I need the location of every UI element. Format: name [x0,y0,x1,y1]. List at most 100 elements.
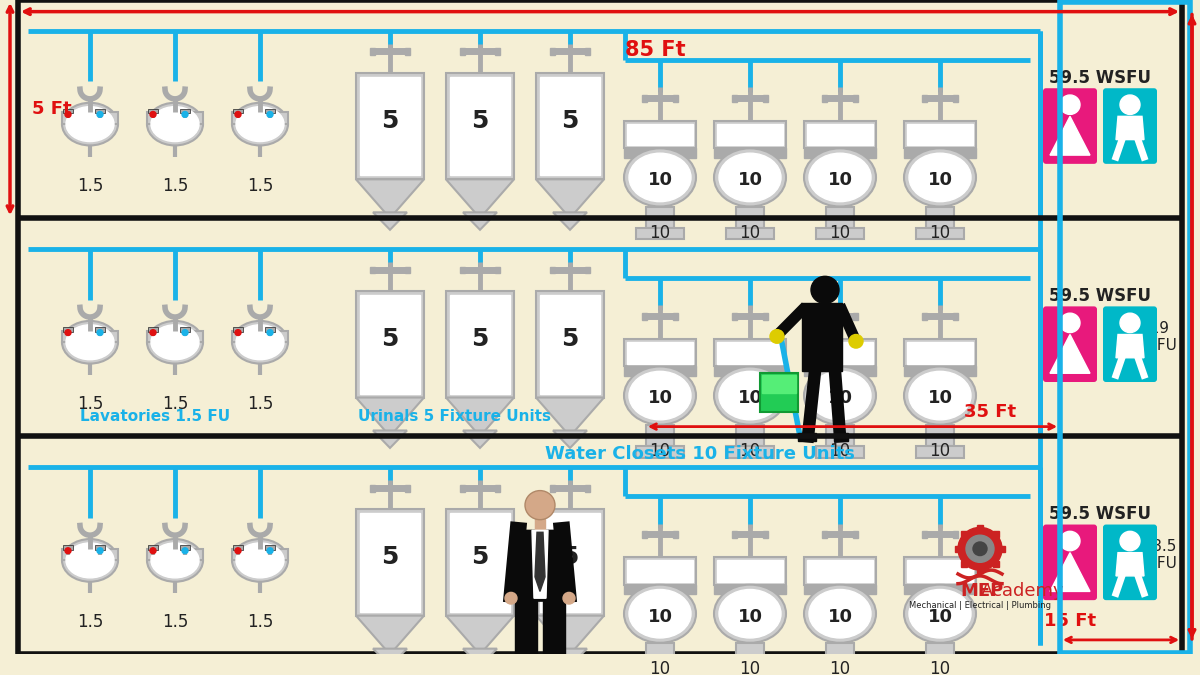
Ellipse shape [910,371,971,420]
Bar [536,291,604,398]
Bar [926,425,954,446]
Bar [853,313,858,320]
Circle shape [811,276,839,304]
Bar [586,267,590,273]
Bar [826,643,854,664]
Bar [628,124,694,145]
Bar [922,531,928,538]
Ellipse shape [232,321,288,364]
Bar [642,95,647,102]
Text: 10: 10 [738,389,762,408]
Polygon shape [1050,553,1090,591]
Bar [907,560,973,582]
Circle shape [266,548,274,554]
FancyBboxPatch shape [1043,524,1097,600]
Bar [916,664,964,675]
Bar [232,331,288,342]
Bar [628,560,694,582]
Bar [718,124,784,145]
Bar [953,95,958,102]
Bar [726,664,774,675]
Bar [624,122,696,148]
Circle shape [235,329,241,335]
Text: 10: 10 [648,171,672,189]
Bar [718,560,784,582]
Bar [64,545,73,549]
Text: 10: 10 [649,223,671,242]
Bar [586,485,590,491]
Bar [636,228,684,240]
Bar [460,267,466,273]
Text: 10: 10 [648,608,672,626]
Bar [646,643,674,664]
Bar [904,340,976,367]
Text: 10: 10 [928,608,953,626]
Ellipse shape [904,367,976,425]
Bar [406,49,410,55]
Ellipse shape [719,371,781,420]
Ellipse shape [910,153,971,202]
Ellipse shape [624,585,696,643]
Text: 1.5: 1.5 [77,177,103,195]
Text: 10: 10 [649,660,671,675]
Bar [360,295,420,394]
Bar [446,73,514,180]
Bar [802,304,842,371]
Circle shape [1060,313,1080,333]
Bar [356,509,424,616]
Polygon shape [553,431,587,448]
Text: 5: 5 [382,327,398,351]
Text: 5: 5 [562,109,578,133]
Ellipse shape [714,148,786,207]
Polygon shape [356,398,424,436]
Ellipse shape [910,589,971,638]
Bar [446,509,514,616]
Ellipse shape [809,371,871,420]
Ellipse shape [624,367,696,425]
Polygon shape [446,616,514,655]
Text: 59.5 WSFU: 59.5 WSFU [1049,287,1151,304]
Text: 10: 10 [930,442,950,460]
Circle shape [97,329,103,335]
Bar [542,601,565,675]
Bar [536,73,604,180]
Ellipse shape [66,325,114,360]
Ellipse shape [714,367,786,425]
Bar [62,331,118,342]
Polygon shape [1050,335,1090,373]
Polygon shape [373,431,407,448]
Ellipse shape [629,153,691,202]
Bar [673,531,678,538]
Bar [540,76,600,176]
Bar [370,49,374,55]
Polygon shape [1116,116,1144,140]
Bar [760,373,798,412]
Text: 59.5 WSFU: 59.5 WSFU [1049,69,1151,86]
Ellipse shape [809,589,871,638]
FancyBboxPatch shape [1043,306,1097,382]
Circle shape [526,491,554,520]
Bar [233,109,242,113]
Bar [763,313,768,320]
Bar [736,643,764,664]
Text: 5: 5 [382,545,398,569]
Bar [360,513,420,612]
Bar [540,295,600,394]
Polygon shape [553,213,587,230]
Bar [265,327,275,331]
Bar [148,113,203,124]
Ellipse shape [904,148,976,207]
Bar [673,313,678,320]
Circle shape [1060,531,1080,551]
Bar [834,433,848,441]
Bar [624,148,696,158]
Bar [904,122,976,148]
Ellipse shape [151,107,199,142]
Bar [992,561,998,567]
Ellipse shape [62,321,118,364]
Bar [726,446,774,458]
Text: 10: 10 [928,389,953,408]
Bar [732,313,737,320]
Bar [953,531,958,538]
Ellipse shape [809,153,871,202]
